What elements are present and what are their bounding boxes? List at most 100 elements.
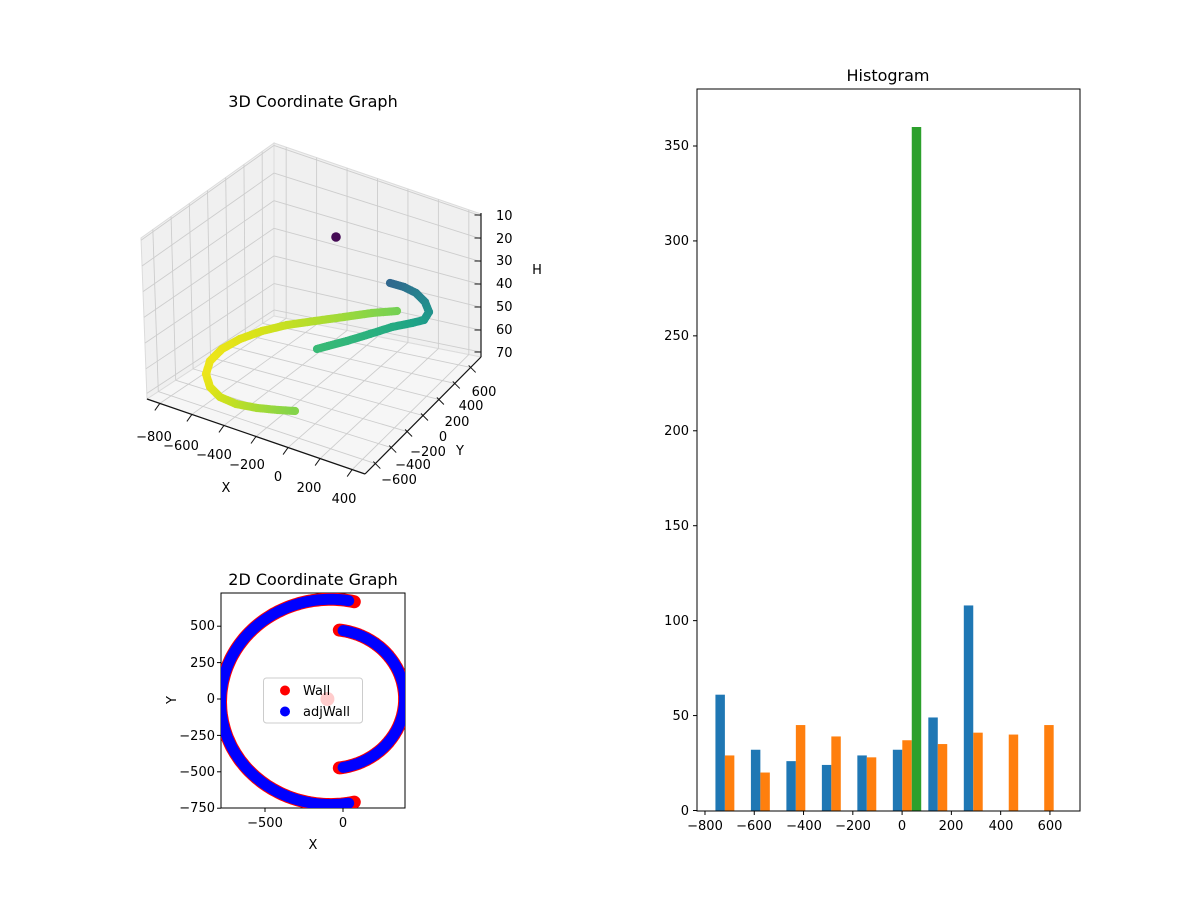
plot3d-axis-lines xyxy=(146,213,482,477)
plot3d-x-tick-labels: −800 −600 −400 −200 0 200 400 xyxy=(136,430,356,507)
hist-y-tick-label: 250 xyxy=(664,329,689,344)
plot2d-y-tick-labels: 500 250 0 −250 −500 −750 xyxy=(179,619,215,816)
hist-bar xyxy=(760,772,770,811)
hist-bar xyxy=(724,755,735,811)
plot-2d: Wall adjWall 2D Coordinate Graph 500 250… xyxy=(165,570,406,853)
hist-bar xyxy=(857,755,867,811)
plot3d-y-axis-label: Y xyxy=(455,444,464,459)
hist-bar xyxy=(892,749,903,811)
plot3d-y-tick-labels: −600 −400 −200 0 200 400 600 xyxy=(381,385,496,488)
plot3d-z-axis-label: H xyxy=(532,263,542,278)
plot3d-y-tick-label: 400 xyxy=(459,399,484,414)
hist-bar xyxy=(902,740,912,811)
hist-y-tick-label: 350 xyxy=(664,139,689,154)
legend: Wall adjWall xyxy=(263,677,363,724)
hist-bar xyxy=(786,761,796,811)
hist-bar xyxy=(831,736,841,811)
plot2d-x-tick-labels: −500 0 xyxy=(247,816,347,831)
plot2d-y-tick-label: 0 xyxy=(207,692,215,707)
hist-y-tick-label: 100 xyxy=(664,614,689,629)
plot3d-y-tick-label: −400 xyxy=(395,458,431,473)
hist-bar xyxy=(973,732,983,811)
adjwall-arc xyxy=(221,593,355,808)
hist-y-tick-label: 50 xyxy=(672,709,689,724)
hist-x-tick-label: −400 xyxy=(786,819,822,834)
hist-x-tick-label: −600 xyxy=(736,819,772,834)
legend-marker-adjwall xyxy=(280,706,290,717)
plot2d-y-axis-label: Y xyxy=(165,696,180,705)
hist-x-tick-label: −200 xyxy=(835,819,871,834)
hist-y-tick-label: 300 xyxy=(664,234,689,249)
plot3d-z-tick-label: 50 xyxy=(496,300,513,315)
hist-bar xyxy=(1008,734,1019,811)
plot2d-y-tick-label: 500 xyxy=(190,619,215,634)
plot3d-x-tick-label: 200 xyxy=(297,481,322,496)
hist-y-tick-label: 150 xyxy=(664,519,689,534)
hist-y-tick-label: 200 xyxy=(664,424,689,439)
hist-tick-marks xyxy=(693,145,1051,815)
plot3d-y-tick-label: 0 xyxy=(439,430,447,445)
hist-x-tick-labels: −800 −600 −400 −200 0 200 400 600 xyxy=(687,819,1062,834)
plot3d-x-tick-label: −200 xyxy=(229,458,265,473)
legend-label-adjwall: adjWall xyxy=(303,705,350,720)
hist-x-tick-label: −800 xyxy=(687,819,723,834)
hist-x-tick-label: 400 xyxy=(989,819,1014,834)
hist-x-tick-label: 200 xyxy=(939,819,964,834)
plot3d-z-tick-label: 60 xyxy=(496,323,513,338)
plot2d-x-axis-label: X xyxy=(309,838,318,853)
plot3d-x-tick-label: −800 xyxy=(136,430,172,445)
plot2d-y-tick-label: −750 xyxy=(179,801,215,816)
plot2d-x-tick-label: −500 xyxy=(247,816,283,831)
start-point-dot xyxy=(331,232,341,242)
legend-label-wall: Wall xyxy=(303,684,330,699)
legend-marker-wall xyxy=(280,685,290,696)
plot2d-y-tick-label: −500 xyxy=(179,765,215,780)
plot3d-x-axis-label: X xyxy=(222,481,231,496)
plot3d-z-tick-label: 20 xyxy=(496,232,513,247)
plot3d-x-tick-label: 400 xyxy=(332,492,357,507)
plot2d-x-tick-label: 0 xyxy=(339,816,347,831)
hist-axes-box xyxy=(696,88,1081,812)
plot2d-tick-marks xyxy=(217,625,344,812)
plot-histogram: Histogram 0 50 100 150 200 250 300 350 −… xyxy=(664,66,1081,834)
plot3d-title: 3D Coordinate Graph xyxy=(228,92,397,111)
hist-bar xyxy=(963,605,974,811)
plot2d-title: 2D Coordinate Graph xyxy=(228,570,397,589)
hist-bar xyxy=(911,127,922,811)
hist-bar xyxy=(937,744,948,811)
plot3d-z-tick-label: 30 xyxy=(496,254,513,269)
plot3d-z-tick-label: 10 xyxy=(496,209,513,224)
plot3d-x-tick-label: −600 xyxy=(163,439,199,454)
plot3d-x-tick-label: 0 xyxy=(274,470,282,485)
hist-bar xyxy=(928,717,938,811)
hist-y-tick-labels: 0 50 100 150 200 250 300 350 xyxy=(664,139,689,819)
hist-bar xyxy=(795,725,806,811)
plot3d-scatter-data xyxy=(201,232,434,416)
hist-y-tick-label: 0 xyxy=(681,804,689,819)
hist-x-tick-label: 0 xyxy=(898,819,906,834)
hist-bar xyxy=(715,694,725,811)
plot3d-y-tick-label: 600 xyxy=(472,385,497,400)
plot3d-y-tick-label: −600 xyxy=(381,473,417,488)
hist-title: Histogram xyxy=(847,66,930,85)
adjwall-arc xyxy=(337,625,405,773)
plot3d-z-tick-labels: 10 20 30 40 50 60 70 xyxy=(496,209,513,361)
hist-bar xyxy=(1044,725,1054,811)
plot3d-z-tick-label: 70 xyxy=(496,346,513,361)
hist-bar xyxy=(821,764,832,811)
upper-teal-arc xyxy=(312,278,434,354)
plot2d-y-tick-label: 250 xyxy=(190,656,215,671)
plot3d-z-tick-label: 40 xyxy=(496,277,513,292)
hist-bar xyxy=(866,757,877,811)
hist-bars xyxy=(715,127,1054,811)
hist-x-tick-label: 600 xyxy=(1038,819,1063,834)
plot3d-y-tick-label: −200 xyxy=(410,445,446,460)
hist-bar xyxy=(750,749,761,811)
plot2d-y-tick-label: −250 xyxy=(179,729,215,744)
plot3d-y-tick-label: 200 xyxy=(445,415,470,430)
plot-3d: 3D Coordinate Graph −800 −600 −400 −200 … xyxy=(136,92,542,507)
plot3d-x-tick-label: −400 xyxy=(196,448,232,463)
lower-yellow-arc xyxy=(201,306,402,416)
